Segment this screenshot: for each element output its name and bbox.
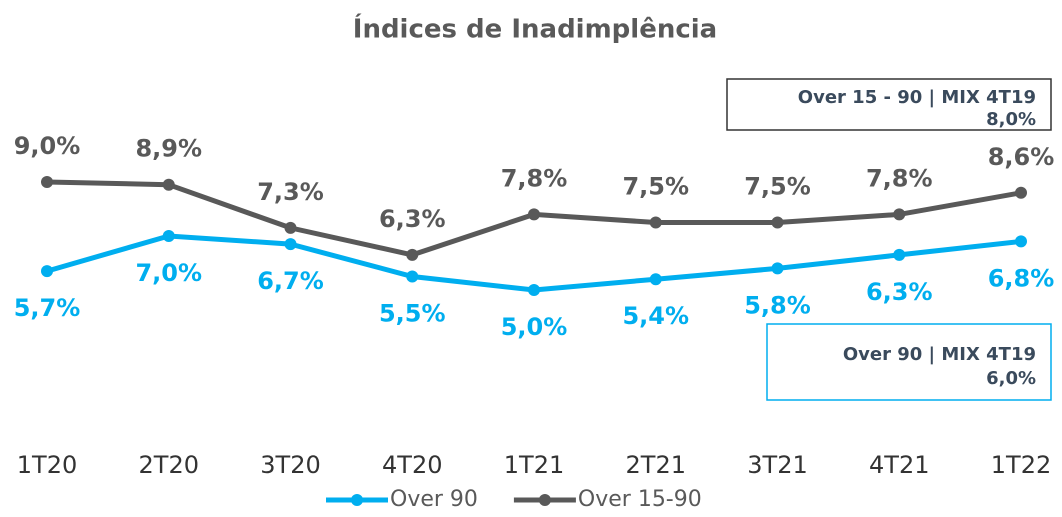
data-label: 6,7% <box>257 267 324 295</box>
data-label: 7,8% <box>866 164 933 192</box>
x-tick-label: 1T22 <box>991 451 1051 479</box>
x-tick-label: 4T21 <box>869 451 929 479</box>
annotation-value: 8,0% <box>986 109 1036 130</box>
point <box>1015 235 1027 248</box>
data-label: 8,6% <box>988 143 1055 171</box>
data-label: 5,4% <box>622 302 689 330</box>
data-label: 9,0% <box>14 132 81 160</box>
data-label: 5,7% <box>14 294 81 322</box>
data-label: 5,5% <box>379 300 446 328</box>
data-label: 7,8% <box>501 164 568 192</box>
data-label: 6,8% <box>988 264 1055 292</box>
legend-label: Over 15-90 <box>578 487 702 512</box>
x-tick-label: 2T20 <box>139 451 199 479</box>
data-label: 7,5% <box>744 173 811 201</box>
point <box>893 248 906 261</box>
data-label: 7,3% <box>257 178 324 206</box>
point <box>528 208 540 221</box>
x-tick-label: 2T21 <box>626 451 686 479</box>
annotation-value: 6,0% <box>986 368 1036 389</box>
x-tick-label: 4T20 <box>382 451 442 479</box>
point <box>41 265 53 278</box>
data-label: 7,0% <box>135 259 202 287</box>
data-label: 5,8% <box>744 291 811 319</box>
data-label: 6,3% <box>379 205 446 233</box>
x-tick-label: 1T20 <box>17 451 77 479</box>
legend-label: Over 90 <box>390 487 478 512</box>
x-tick-label: 1T21 <box>504 451 564 479</box>
point <box>162 230 175 242</box>
point <box>649 216 662 229</box>
point <box>284 238 297 251</box>
data-label: 6,3% <box>866 278 933 306</box>
point <box>406 270 419 283</box>
annotation-title: Over 90 | MIX 4T19 <box>843 344 1036 365</box>
point <box>528 284 540 296</box>
point <box>284 221 297 234</box>
point <box>406 248 419 261</box>
data-label: 5,0% <box>501 313 568 341</box>
legend-marker <box>351 494 363 506</box>
legend-marker <box>538 494 551 506</box>
annotation-box <box>726 78 1052 131</box>
point <box>162 178 175 191</box>
annotation-box <box>766 323 1052 401</box>
point <box>893 208 906 221</box>
point <box>649 273 662 286</box>
point <box>1015 186 1027 199</box>
point <box>771 216 784 229</box>
annotation-title: Over 15 - 90 | MIX 4T19 <box>798 87 1036 108</box>
point <box>771 262 784 275</box>
data-label: 7,5% <box>622 173 689 201</box>
point <box>41 176 53 188</box>
x-tick-label: 3T20 <box>260 451 320 479</box>
data-label: 8,9% <box>135 135 202 163</box>
chart-title: Índices de Inadimplência <box>353 13 717 45</box>
x-tick-label: 3T21 <box>747 451 807 479</box>
